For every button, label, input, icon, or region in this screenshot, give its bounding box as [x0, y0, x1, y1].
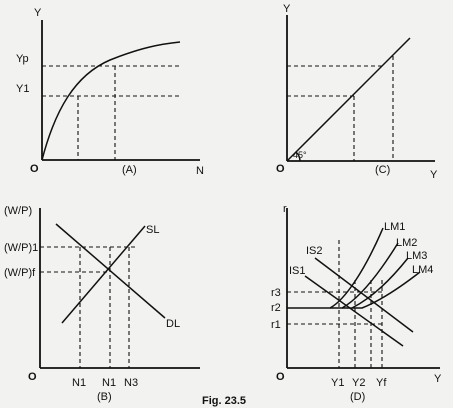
is1-curve: [304, 275, 404, 347]
panel-d-tag: (D): [350, 391, 365, 403]
panel-a-origin: O: [30, 163, 39, 175]
panel-d-tick-y1: Y1: [331, 377, 344, 389]
panel-d-label-lm2: LM2: [396, 237, 417, 249]
panel-b-y-axis-label: (W/P): [4, 205, 32, 217]
panel-d-label-lm1: LM1: [384, 221, 405, 233]
panel-c-angle-label: 45°: [293, 150, 307, 160]
panel-d-label-is2: IS2: [306, 245, 323, 257]
lm2-curve: [330, 242, 399, 309]
panel-a-tag: (A): [122, 164, 137, 176]
panel-b-origin: O: [28, 371, 37, 383]
panel-b-tick-n3: N3: [124, 377, 138, 389]
panel-d-x-axis-label: Y: [434, 373, 442, 385]
panel-c-angle-arc: [295, 151, 301, 162]
panel-c-origin: O: [276, 163, 285, 175]
panel-b-tag: (B): [97, 391, 112, 403]
panel-a-tick-yp: Yp: [16, 53, 29, 65]
panel-b: (W/P) O (W/P)1 (W/P)f N1 N1 N3 SL DL (B): [4, 205, 200, 403]
lm4-curve: [352, 271, 421, 309]
is2-curve: [314, 257, 414, 333]
panel-d-label-lm4: LM4: [412, 264, 433, 276]
panel-c-tag: (C): [375, 164, 390, 176]
panel-d-y-axis-label: r: [283, 203, 287, 215]
production-function-curve: [41, 41, 181, 161]
labour-supply-curve: [61, 225, 146, 324]
panel-d-tick-r2: r2: [271, 302, 281, 314]
panel-a: Y N O Yp Y1 (A): [16, 7, 204, 177]
panel-d-tick-r1: r1: [271, 319, 281, 331]
panel-a-y-axis-label: Y: [34, 7, 42, 19]
panel-c-y-axis-label: Y: [283, 3, 291, 15]
panel-d-tick-yf: Yf: [376, 377, 387, 389]
panel-c-x-axis-label: Y: [430, 169, 438, 181]
figure-caption: Fig. 23.5: [202, 395, 246, 407]
panel-d-tick-r3: r3: [271, 287, 281, 299]
panel-b-tick-wpf: (W/P)f: [4, 267, 36, 279]
panel-b-tick-n1b: N1: [102, 377, 116, 389]
forty-five-degree-line: [286, 37, 411, 162]
panel-b-label-sl: SL: [146, 224, 159, 236]
panel-c: Y Y O 45° (C): [276, 3, 438, 181]
panel-a-x-axis-label: N: [196, 165, 204, 177]
panel-b-tick-n1a: N1: [72, 377, 86, 389]
panel-a-tick-y1: Y1: [16, 83, 29, 95]
panel-d-tick-y2: Y2: [352, 377, 365, 389]
panel-b-tick-wp1: (W/P)1: [4, 242, 38, 254]
panel-b-label-dl: DL: [166, 318, 180, 330]
panel-d-label-is1: IS1: [289, 265, 306, 277]
panel-d: r Y O r3 r2 r1 Y1 Y2 Yf IS2 IS1 LM1 LM2 …: [271, 203, 442, 403]
panel-d-origin: O: [276, 371, 285, 383]
panel-d-label-lm3: LM3: [406, 250, 427, 262]
